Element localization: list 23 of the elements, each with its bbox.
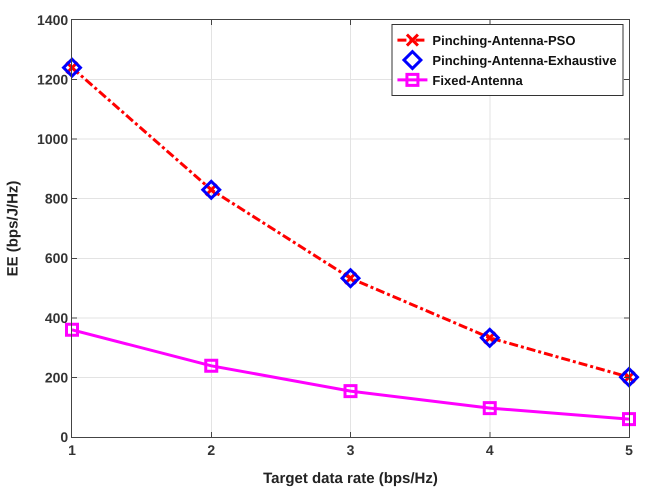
- point: [622, 412, 636, 426]
- y-tick-label: 600: [44, 250, 68, 266]
- legend-label: Fixed-Antenna: [432, 72, 524, 88]
- x-tick-label: 5: [625, 442, 634, 458]
- y-axis-title: EE (bps/J/Hz): [4, 180, 22, 276]
- legend-label: Pinching-Antenna-PSO: [432, 33, 576, 48]
- legend-label: Pinching-Antenna-Exhaustive: [432, 53, 617, 68]
- x-tick-label: 2: [207, 442, 216, 458]
- point: [344, 384, 358, 398]
- x-tick-label: 3: [346, 442, 355, 458]
- y-tick-label: 200: [44, 369, 68, 386]
- point: [482, 401, 497, 416]
- y-tick-label: 1400: [37, 12, 68, 28]
- point: [204, 358, 218, 373]
- x-tick-label: 1: [68, 442, 76, 458]
- x-axis-title: Target data rate (bps/Hz): [263, 470, 438, 487]
- y-tick-label: 0: [60, 428, 68, 445]
- point: [65, 322, 79, 337]
- y-tick-label: 400: [44, 310, 68, 326]
- y-tick-label: 1200: [37, 71, 68, 88]
- y-tick-label: 800: [44, 190, 68, 207]
- y-tick-label: 1000: [37, 131, 68, 148]
- x-tick-label: 4: [486, 442, 494, 458]
